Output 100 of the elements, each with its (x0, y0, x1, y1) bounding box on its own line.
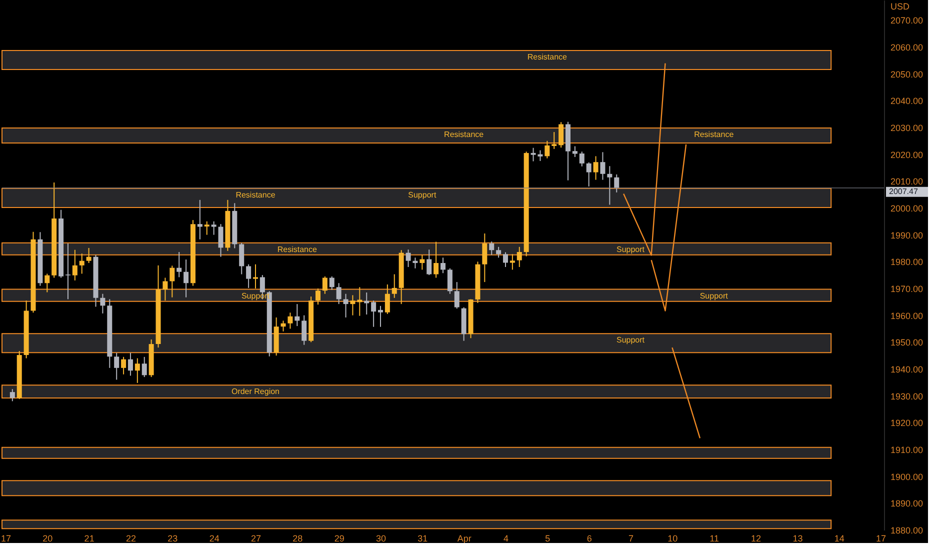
candlestick (426, 249, 432, 276)
x-tick-label: 10 (668, 534, 678, 544)
x-tick-label: 20 (42, 534, 53, 544)
candlestick (315, 288, 320, 306)
x-tick-label: 7 (628, 534, 634, 544)
y-tick-label: 1940.00 (890, 364, 924, 374)
y-tick-label: 2020.00 (890, 150, 924, 160)
candlestick (176, 251, 182, 278)
y-tick-label: 1950.00 (890, 338, 924, 348)
x-tick-label: 22 (126, 534, 136, 544)
x-tick-label: 21 (84, 534, 94, 544)
candlestick (184, 259, 189, 298)
candlestick (552, 132, 557, 150)
candlestick (336, 282, 342, 305)
x-tick-label: 14 (834, 534, 844, 544)
candlestick (79, 253, 84, 274)
annotation: Resistance (694, 130, 734, 140)
candlestick (302, 314, 307, 346)
candlestick (614, 174, 620, 193)
candlestick (142, 356, 147, 378)
candlestick (44, 273, 50, 293)
annotation: Resistance (444, 130, 484, 140)
y-tick-label: 1920.00 (890, 418, 924, 428)
candlestick (65, 242, 70, 300)
x-tick-label: 13 (792, 534, 803, 544)
candlestick (454, 282, 460, 310)
x-tick-label: 24 (209, 534, 220, 544)
annotation: Support (408, 190, 437, 200)
candlestick (252, 264, 258, 289)
y-tick-label: 1910.00 (890, 444, 924, 455)
candlestick (288, 312, 293, 330)
x-tick-label: 4 (503, 534, 509, 544)
candlestick (496, 246, 502, 258)
x-tick-label: 27 (250, 534, 261, 544)
candlestick (392, 274, 397, 298)
x-tick-label: 5 (545, 534, 550, 544)
candlestick (412, 257, 418, 269)
annotation: Resistance (236, 190, 276, 200)
y-tick-label: 2040.00 (890, 96, 924, 106)
x-tick-label: Apr (457, 534, 472, 544)
candlestick (280, 320, 286, 332)
candlestick (239, 242, 244, 275)
candlestick (544, 140, 550, 159)
candlestick (322, 276, 328, 294)
candlestick (86, 247, 92, 264)
candlestick (607, 166, 612, 206)
candlestick (600, 152, 606, 180)
candlestick (510, 254, 515, 270)
candlestick (371, 300, 376, 328)
candlestick (593, 156, 598, 180)
candlestick (350, 294, 356, 316)
annotation: Support (700, 291, 729, 300)
y-tick-label: 1970.00 (890, 284, 924, 294)
candlestick (482, 232, 488, 283)
candlestick (378, 305, 383, 328)
candlestick (170, 265, 175, 298)
candlestick (343, 293, 348, 318)
y-tick-label: 1880.00 (890, 526, 924, 536)
candlestick (121, 356, 126, 375)
x-tick-label: 12 (751, 534, 762, 544)
y-tick-label: 1930.00 (890, 391, 924, 402)
candlestick (420, 254, 425, 270)
y-tick-label: 2010.00 (890, 176, 924, 187)
candlestick (503, 252, 508, 268)
candlestick (204, 220, 210, 236)
candlestick (579, 151, 584, 167)
y-tick-label: 1890.00 (890, 498, 924, 509)
x-tick-label: 30 (376, 534, 386, 544)
x-tick-label: 11 (710, 534, 720, 544)
candlestick (100, 293, 106, 314)
annotation: Resistance (277, 244, 318, 254)
y-tick-label: 1900.00 (890, 472, 924, 482)
x-tick-label: 6 (586, 534, 592, 544)
candlestick (516, 246, 522, 268)
candlestick (329, 276, 334, 290)
x-tick-label: 29 (334, 534, 344, 544)
candlestick (211, 220, 216, 236)
x-tick-label: 17 (0, 534, 11, 544)
x-tick-label: 17 (876, 534, 886, 544)
y-tick-label: 2030.00 (890, 122, 924, 133)
candlestick (384, 284, 390, 314)
x-tick-label: 23 (168, 534, 178, 544)
candlestick (197, 199, 202, 240)
candlestick (558, 122, 564, 148)
candlestick (434, 241, 439, 278)
y-tick-label: 1960.00 (890, 310, 924, 321)
candlestick (10, 388, 15, 402)
candlestick (162, 277, 168, 302)
y-axis-title: USD (890, 2, 910, 12)
annotation: Support (616, 244, 646, 254)
candlestick (246, 264, 252, 288)
y-tick-label: 2050.00 (890, 69, 924, 80)
candlestick (586, 162, 592, 188)
annotation: Order Region (231, 387, 280, 396)
candlestick (572, 146, 578, 158)
y-tick-label: 1990.00 (890, 230, 924, 240)
x-tick-label: 28 (292, 534, 303, 544)
candlestick (406, 249, 411, 268)
x-tick-label: 31 (418, 534, 428, 544)
candlestick (114, 352, 120, 380)
